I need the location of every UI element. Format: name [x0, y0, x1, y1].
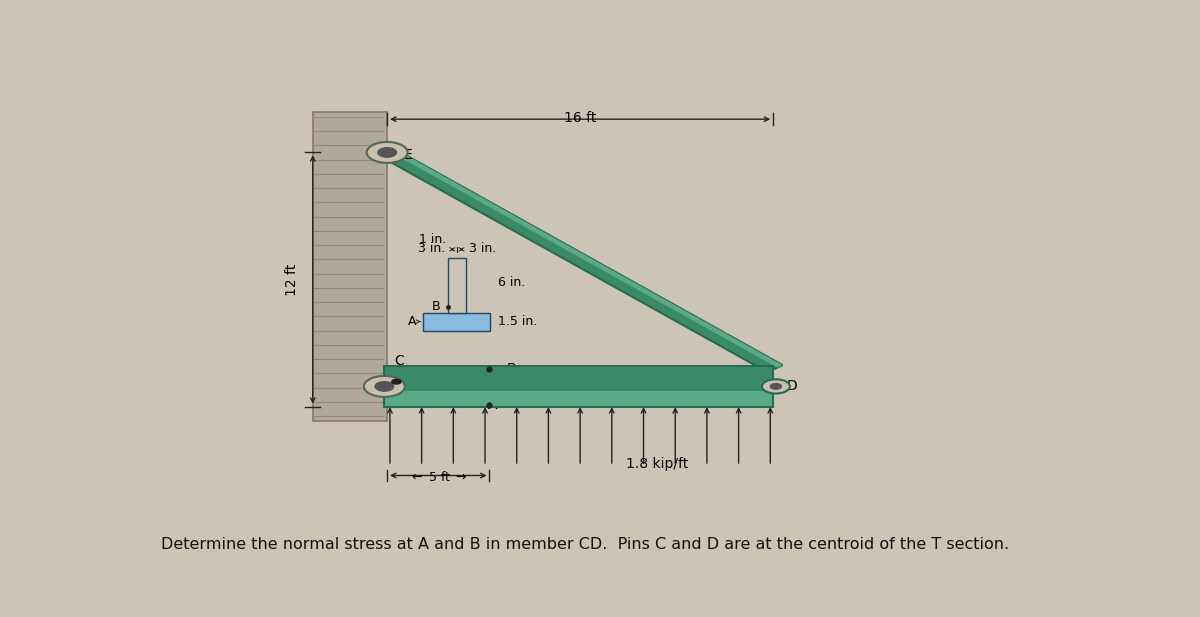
- Bar: [424, 313, 491, 331]
- Text: C: C: [395, 354, 404, 368]
- Text: A: A: [408, 315, 416, 328]
- Circle shape: [376, 382, 394, 391]
- Text: A: A: [487, 399, 497, 412]
- Circle shape: [364, 376, 404, 397]
- Circle shape: [770, 384, 781, 389]
- Circle shape: [378, 147, 396, 157]
- Text: D: D: [787, 379, 798, 394]
- Bar: [384, 366, 773, 391]
- Text: Determine the normal stress at A and B in member CD.  Pins C and D are at the ce: Determine the normal stress at A and B i…: [161, 537, 1009, 552]
- Text: 12 ft: 12 ft: [284, 263, 299, 296]
- Text: 1.5 in.: 1.5 in.: [498, 315, 538, 328]
- Circle shape: [367, 142, 408, 163]
- Text: 3 in.: 3 in.: [469, 242, 497, 255]
- Text: B: B: [506, 362, 516, 376]
- Text: 6 in.: 6 in.: [498, 276, 526, 289]
- Text: 16 ft: 16 ft: [564, 110, 596, 125]
- Circle shape: [392, 379, 401, 384]
- Text: E: E: [404, 148, 413, 162]
- Bar: [384, 366, 773, 407]
- Polygon shape: [390, 149, 782, 368]
- Bar: [448, 258, 467, 313]
- Text: $\leftarrow$ 5 ft $\rightarrow$: $\leftarrow$ 5 ft $\rightarrow$: [409, 470, 468, 484]
- Polygon shape: [379, 149, 782, 372]
- Text: B: B: [432, 300, 440, 313]
- Text: 1.8 kip/ft: 1.8 kip/ft: [625, 457, 688, 471]
- Text: 1 in.: 1 in.: [419, 233, 446, 246]
- Bar: [313, 112, 388, 421]
- Text: 3 in.: 3 in.: [418, 242, 445, 255]
- Circle shape: [762, 379, 790, 394]
- Bar: [384, 391, 773, 407]
